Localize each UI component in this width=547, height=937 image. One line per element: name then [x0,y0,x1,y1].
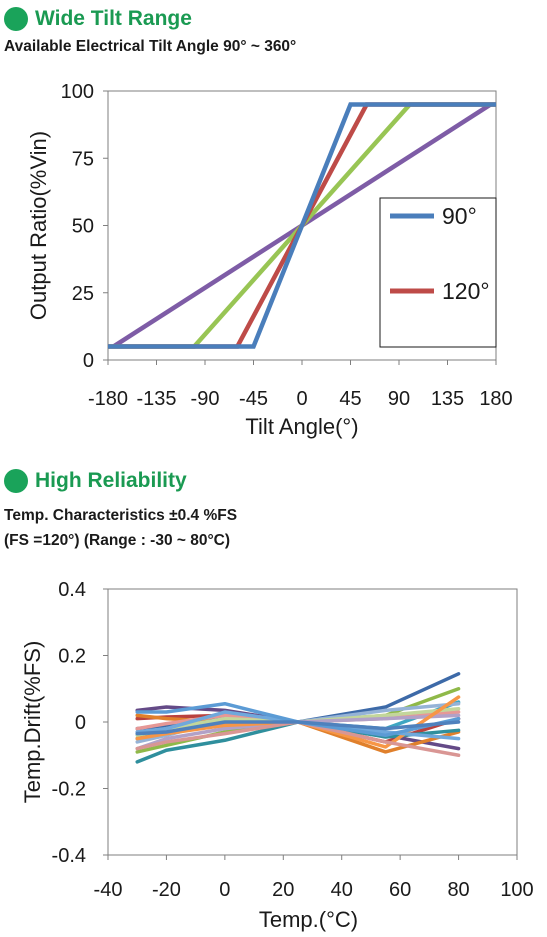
x-tick-label: 60 [389,879,411,901]
x-axis-title: Temp.(°C) [259,907,358,932]
section-wide-tilt-header: Wide Tilt Range [4,7,192,31]
x-tick-label: 20 [272,879,294,901]
x-tick-label: 0 [219,879,230,901]
series-line [135,720,461,764]
x-tick-label: -20 [152,879,181,901]
y-tick-label: 75 [72,148,94,170]
x-tick-label: 80 [447,879,469,901]
x-tick-label: -40 [94,879,123,901]
x-tick-label: -45 [239,388,268,410]
series-line [135,701,461,738]
section-title-wide-tilt: Wide Tilt Range [35,7,192,30]
section-title-high-reliability: High Reliability [35,469,187,492]
y-tick-label: 100 [61,81,94,103]
x-tick-label: 180 [479,388,512,410]
section-subtitle-tilt-angle: Available Electrical Tilt Angle 90° ~ 36… [4,38,297,55]
y-tick-label: 0.4 [58,579,86,601]
x-tick-label: -180 [88,388,128,410]
x-tick-label: 100 [500,879,533,901]
green-bullet-icon [4,7,28,31]
x-tick-label: 90 [388,388,410,410]
x-tick-label: 135 [431,388,464,410]
x-axis-title: Tilt Angle(°) [245,414,358,439]
y-tick-label: -0.2 [52,779,86,801]
y-axis-title: Output Ratio(%Vin) [26,131,51,320]
series-line [135,720,461,757]
legend-label: 120° [442,278,490,304]
tilt-output-chart: 0 25 50 75 100 -180 -135 -90 -45 0 45 90 135 180 Tilt … [26,81,513,439]
y-tick-label: 0.2 [58,646,86,668]
series-line [135,720,461,736]
y-tick-label: 25 [72,283,94,305]
series-line [108,102,496,349]
y-tick-label: -0.4 [52,845,86,867]
x-tick-label: 45 [339,388,361,410]
x-tick-label: -135 [136,388,176,410]
temp-characteristics-text: Temp. Characteristics ±0.4 %FS [4,507,238,524]
x-tick-label: -90 [191,388,220,410]
legend-label: 90° [442,203,477,229]
full-scale-range-text: (FS =120°) (Range : -30 ~ 80°C) [4,532,231,549]
y-axis-title: Temp.Drift(%FS) [20,641,45,804]
section-reliability-header: High Reliability [4,469,187,493]
green-bullet-icon [4,469,28,493]
y-tick-label: 0 [75,712,86,734]
legend-box [379,197,497,348]
x-tick-label: 40 [331,879,353,901]
y-tick-label: 50 [72,216,94,238]
x-tick-label: 0 [296,388,307,410]
y-tick-label: 0 [83,350,94,372]
